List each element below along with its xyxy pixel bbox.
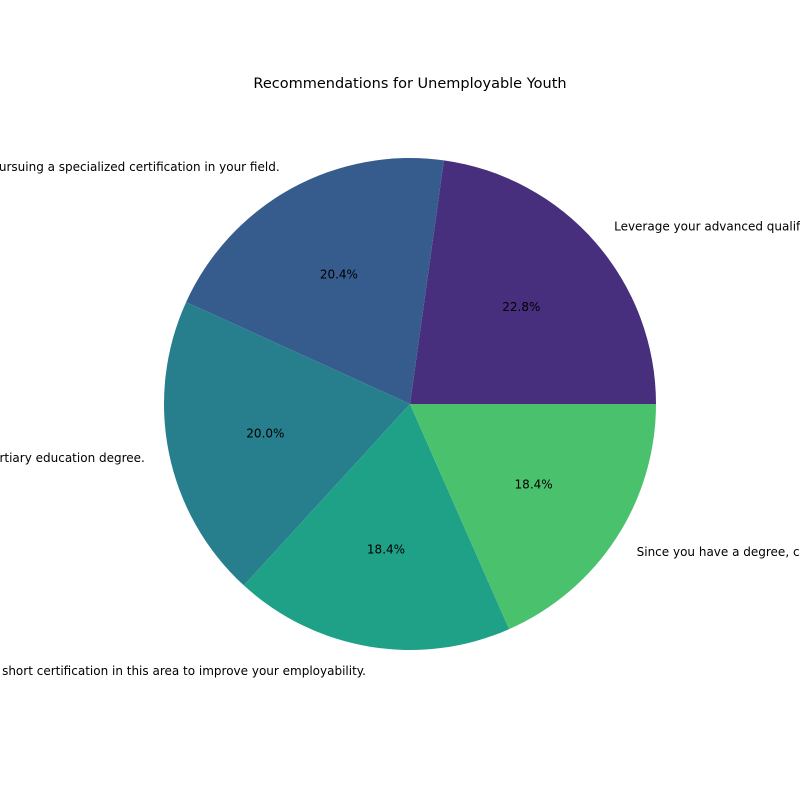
percentage-labels: 22.8% 20.4% 20.0% 18.4% 18.4% [246,268,552,557]
slice-percentage-label-5: 18.4% [515,478,553,492]
pie-slices [164,157,656,650]
pie-slice-1 [410,160,656,404]
category-labels: Leverage your advanced qualification to … [0,160,800,678]
slice-category-label-2: Consider pursuing a specialized certific… [0,160,280,174]
slice-category-label-3: Leverage your tertiary education degree. [0,451,145,465]
chart-title: Recommendations for Unemployable Youth [253,76,566,92]
slice-category-label-4: Consider a short certification in this a… [0,664,366,678]
slice-category-label-1: Leverage your advanced qualification to … [614,219,800,233]
pie-slice-5 [410,404,656,630]
slice-percentage-label-4: 18.4% [367,543,405,557]
slice-percentage-label-3: 20.0% [246,426,284,440]
slice-percentage-label-1: 22.8% [502,300,540,314]
pie-slice-3 [164,302,410,586]
slice-category-label-5: Since you have a degree, consider applyi… [637,545,800,559]
pie-slice-4 [243,404,510,650]
pie-slice-2 [186,157,444,404]
slice-percentage-label-2: 20.4% [320,268,358,282]
